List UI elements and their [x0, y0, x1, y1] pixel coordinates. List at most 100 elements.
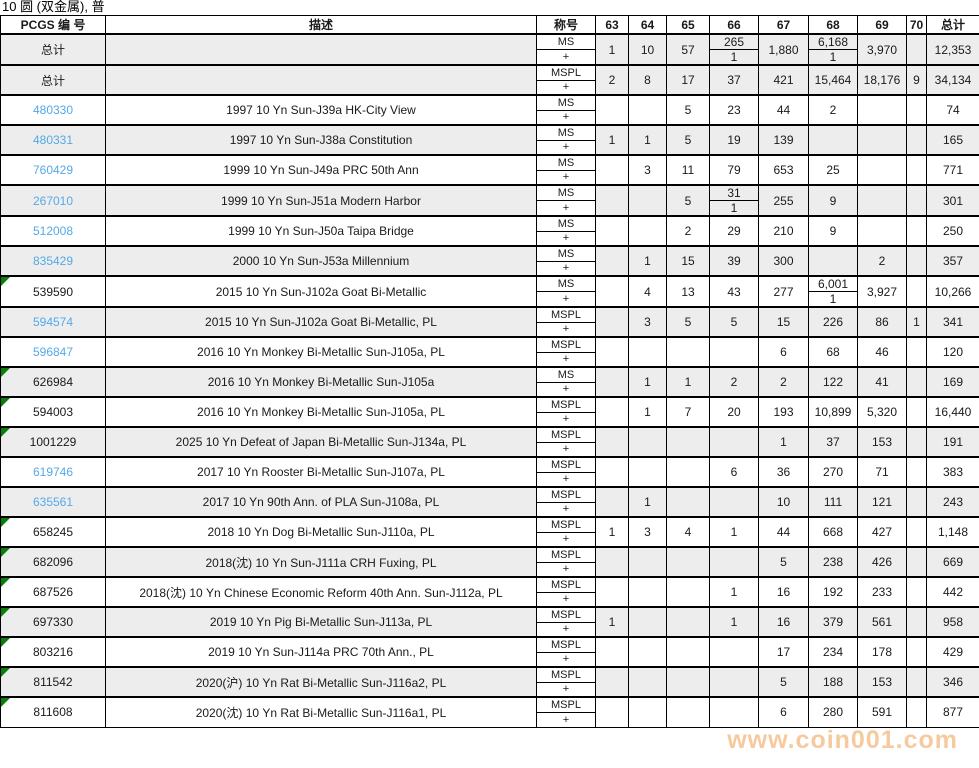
row-total-cell: 165 [926, 124, 979, 156]
pcgs-number-link[interactable]: 596847 [32, 345, 74, 359]
grade-70-cell [906, 366, 927, 398]
pcgs-number-link[interactable]: 512008 [32, 224, 74, 238]
pcgs-number-link[interactable]: 635561 [32, 495, 74, 509]
pcgs-number: 594003 [32, 405, 74, 419]
grade-65-cell: 11 [666, 154, 710, 186]
designation-cell: MS [536, 184, 596, 201]
grade-65-cell: 5 [666, 94, 710, 126]
new-addition-marker-icon [1, 278, 10, 286]
grade-68-cell: 122 [808, 366, 858, 398]
table-row: 512008 1999 10 Yn Sun-J50a Taipa Bridge MS… [0, 215, 979, 247]
pcgs-cell: 594003 [0, 396, 106, 428]
column-header-pcgs: PCGS 编 号 [0, 15, 106, 35]
grade-65-cell: 5 [666, 124, 710, 156]
new-addition-marker-icon [1, 639, 10, 647]
row-total-cell: 34,134 [926, 64, 979, 96]
grade-69-cell [857, 154, 907, 186]
description-cell: 1999 10 Yn Sun-J51a Modern Harbor [105, 184, 537, 217]
grade-66-cell: 39 [709, 245, 759, 277]
pcgs-number-link[interactable]: 760429 [32, 163, 74, 177]
description-cell [105, 64, 537, 96]
grade-68-cell: 6,001 [808, 275, 858, 292]
grade-67-cell: 139 [758, 124, 809, 156]
designation-cell: MSPL [536, 666, 596, 683]
table-row: 687526 2018(沈) 10 Yn Chinese Economic Ref… [0, 576, 979, 608]
pcgs-number: 811542 [33, 675, 73, 689]
grade-65-cell [666, 666, 710, 698]
grade-67-cell: 300 [758, 245, 809, 277]
pcgs-number-link[interactable]: 480331 [32, 133, 74, 147]
grade-64-cell [628, 546, 667, 578]
designation-plus-cell: + [536, 471, 596, 488]
table-row: 803216 2019 10 Yn Sun-J114a PRC 70th Ann.… [0, 636, 979, 668]
table-row: 760429 1999 10 Yn Sun-J49a PRC 50th Ann MS… [0, 154, 979, 186]
pcgs-number-link[interactable]: 267010 [32, 193, 74, 208]
table-row-plus: + [1, 531, 979, 548]
description-cell: 2020(沪) 10 Yn Rat Bi-Metallic Sun-J116a2… [105, 666, 537, 698]
grade-70-cell [906, 636, 927, 668]
grade-69-cell: 153 [857, 426, 907, 458]
grade-68-cell: 379 [808, 606, 858, 638]
grade-67-cell: 210 [758, 215, 809, 247]
pcgs-number-link[interactable]: 480330 [32, 103, 74, 117]
table-row-plus: +1 [1, 200, 979, 217]
grade-65-cell: 5 [666, 306, 710, 338]
row-total-cell: 1,148 [926, 516, 979, 548]
grade-69-cell: 427 [857, 516, 907, 548]
grade-64-cell: 3 [628, 306, 667, 338]
grade-63-cell: 1 [595, 33, 629, 66]
pcgs-number-link[interactable]: 619746 [32, 465, 74, 479]
grade-70-cell [906, 576, 927, 608]
row-total-cell: 346 [926, 666, 979, 698]
designation-cell: MS [536, 215, 596, 232]
grade-67-cell: 10 [758, 486, 809, 518]
designation-cell: MSPL [536, 336, 596, 353]
grade-65-cell [666, 636, 710, 668]
pcgs-number: 687526 [32, 585, 74, 599]
description-cell: 1999 10 Yn Sun-J49a PRC 50th Ann [105, 154, 537, 186]
page-title: 10 圆 (双金属), 普 [2, 0, 105, 14]
population-table: PCGS 编 号描述 称号 63 64 65 66 67 68 69 70 总计 总计 MS 1 10 57… [0, 15, 979, 728]
grade-65-cell: 7 [666, 396, 710, 428]
pcgs-number-link[interactable]: 594574 [32, 315, 74, 329]
row-total-cell: 877 [926, 696, 979, 728]
designation-plus-cell: + [536, 651, 596, 668]
grade-63-cell: 1 [595, 124, 629, 156]
grade-66-cell: 29 [709, 215, 759, 247]
pcgs-cell: 1001229 [0, 426, 106, 458]
designation-plus-cell: + [536, 169, 596, 186]
table-row-plus: + [1, 411, 979, 428]
grade-70-cell [906, 696, 927, 728]
description-cell: 1999 10 Yn Sun-J50a Taipa Bridge [105, 215, 537, 247]
grade-70-cell [906, 546, 927, 578]
pcgs-cell: 760429 [0, 154, 106, 186]
pcgs-number: 803216 [32, 645, 74, 659]
grade-67-cell: 36 [758, 456, 809, 488]
grade-70-cell [906, 516, 927, 548]
pcgs-cell: 619746 [0, 456, 106, 488]
grade-66-cell [709, 696, 759, 728]
grade-70-cell [906, 33, 927, 66]
grade-70-cell [906, 275, 927, 308]
row-total-cell: 12,353 [926, 33, 979, 66]
column-header-68: 68 [808, 15, 858, 35]
designation-cell: MSPL [536, 636, 596, 653]
pcgs-cell: 594574 [0, 306, 106, 338]
grade-65-cell [666, 696, 710, 728]
grade-64-cell: 1 [628, 366, 667, 398]
designation-cell: MS [536, 275, 596, 292]
grade-70-cell: 1 [906, 306, 927, 338]
row-total-cell: 771 [926, 154, 979, 186]
designation-plus-cell: + [536, 49, 596, 66]
pcgs-number-link[interactable]: 835429 [32, 254, 74, 268]
grade-68-cell: 15,464 [808, 64, 858, 96]
designation-plus-cell: + [536, 139, 596, 156]
designation-plus-cell: + [536, 200, 596, 217]
description-cell: 2019 10 Yn Sun-J114a PRC 70th Ann., PL [105, 636, 537, 668]
grade-66-cell: 1 [709, 606, 759, 638]
grade-64-cell: 3 [628, 154, 667, 186]
grade-69-cell: 5,320 [857, 396, 907, 428]
grade-68-cell: 37 [808, 426, 858, 458]
pcgs-cell: 697330 [0, 606, 106, 638]
description-cell [105, 33, 537, 66]
